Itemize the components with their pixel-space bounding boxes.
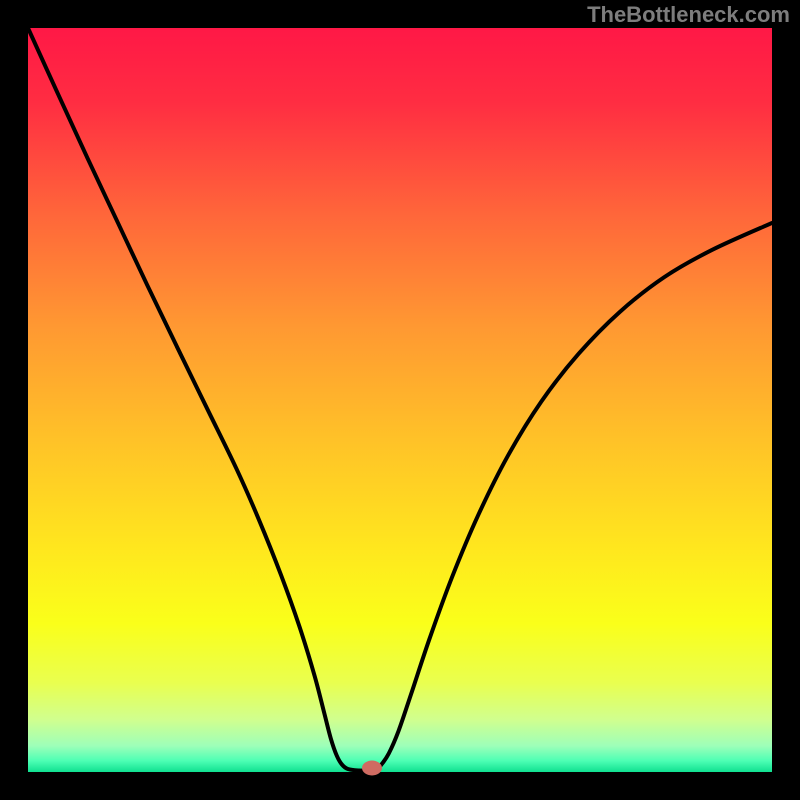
chart-root: TheBottleneck.com [0, 0, 800, 800]
plot-area [28, 28, 772, 772]
watermark-text: TheBottleneck.com [587, 2, 790, 28]
minimum-marker [362, 760, 382, 775]
bottleneck-curve [28, 28, 772, 772]
